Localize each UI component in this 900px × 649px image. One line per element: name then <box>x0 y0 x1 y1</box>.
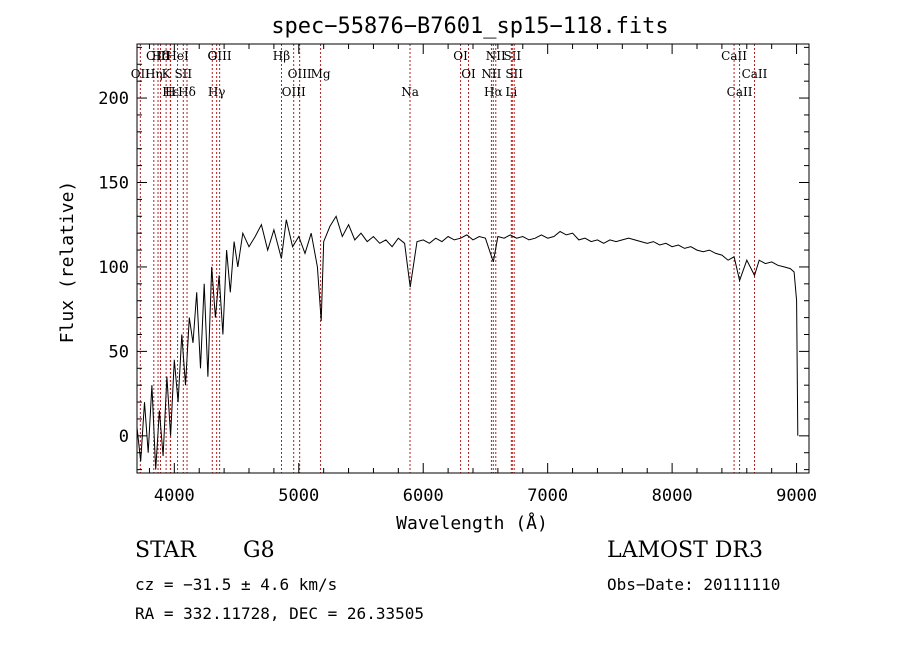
chart-title: spec−55876−B7601_sp15−118.fits <box>271 14 668 39</box>
line-label: Hδ <box>178 85 196 99</box>
line-label: K <box>162 67 172 81</box>
line-label: Hγ <box>208 85 226 99</box>
plot-frame <box>136 43 810 474</box>
x-tick-label: 8000 <box>652 486 693 506</box>
x-tick-label: 7000 <box>527 486 568 506</box>
line-label: OII <box>131 67 151 81</box>
spectrum-series <box>136 215 799 470</box>
y-tick-label: 150 <box>98 173 129 193</box>
line-label: Hβ <box>273 49 290 63</box>
object-subclass: G8 <box>243 538 275 563</box>
axes: 4000 5000 6000 7000 8000 9000 0 50 100 150 200 <box>98 44 817 506</box>
observation-date: Obs−Date: 20111110 <box>607 575 781 594</box>
line-label: CaII <box>742 67 768 81</box>
line-label: OIII <box>208 49 232 63</box>
line-label: Hδ <box>152 49 170 63</box>
line-label: OIII <box>146 49 170 63</box>
y-tick-label: 50 <box>109 342 129 362</box>
x-tick-label: 5000 <box>278 486 319 506</box>
x-axis-label: Wavelength (Å) <box>396 512 548 534</box>
line-label: Li <box>505 85 517 99</box>
line-label: H <box>165 85 175 99</box>
line-label: SII <box>174 67 192 81</box>
x-tick-label: 6000 <box>403 486 444 506</box>
line-label: G <box>207 49 217 63</box>
y-tick-label: 200 <box>98 89 129 109</box>
line-label: NII <box>481 67 501 81</box>
line-label: Mg <box>311 67 331 81</box>
line-label: SII <box>505 67 523 81</box>
line-label: OIII <box>288 67 312 81</box>
line-label: OI <box>461 67 476 81</box>
y-tick-label: 100 <box>98 258 129 278</box>
line-label: Na <box>401 85 419 99</box>
line-label: CaII <box>727 85 753 99</box>
line-label: NII <box>486 49 506 63</box>
spectrum-line <box>136 215 799 470</box>
x-tick-label: 9000 <box>776 486 817 506</box>
y-tick-label: 0 <box>119 427 129 447</box>
line-label: OIII <box>282 85 306 99</box>
line-label: CaII <box>721 49 747 63</box>
x-tick-label: 4000 <box>154 486 195 506</box>
line-label: SII <box>503 49 521 63</box>
line-label: Hη <box>145 67 163 81</box>
redshift-velocity: cz = −31.5 ± 4.6 km/s <box>135 575 338 594</box>
y-axis-label: Flux (relative) <box>57 181 78 344</box>
line-label: OI <box>453 49 468 63</box>
sky-coordinates: RA = 332.11728, DEC = 26.33505 <box>135 604 424 623</box>
survey-name: LAMOST DR3 <box>607 538 763 563</box>
line-label: Hα <box>484 85 503 99</box>
object-class: STAR <box>135 538 196 563</box>
